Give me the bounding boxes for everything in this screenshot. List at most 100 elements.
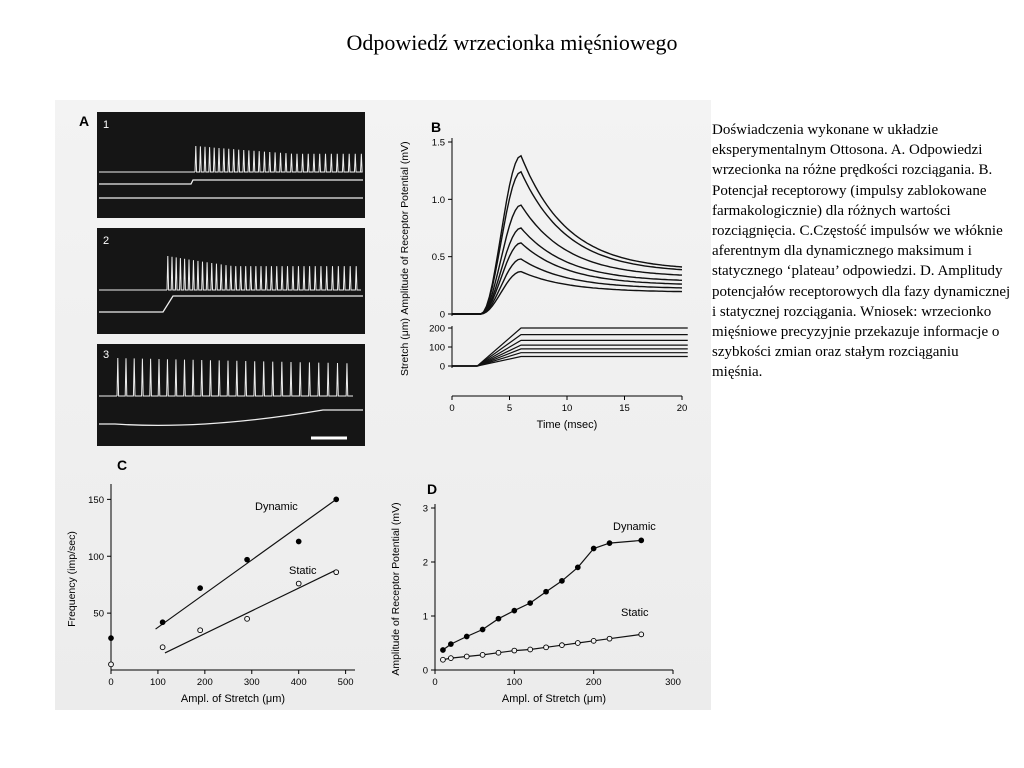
chart-d: 0 100 200 300 0 1 2 3 Ampl. of Stretch (μm) Ampli… bbox=[390, 502, 681, 705]
figure-scan: A 1 2 3 B 0 0.5 1.0 1.5 Amplitude of Recepto… bbox=[55, 100, 711, 710]
chart-b: 0 0.5 1.0 1.5 Amplitude of Receptor Potentia… bbox=[399, 138, 683, 321]
point-dynamic bbox=[511, 607, 518, 614]
trace-a1-spikes bbox=[99, 145, 363, 173]
y-axis-label: Amplitude of Receptor Potential (mV) bbox=[390, 502, 402, 675]
b-series-line bbox=[452, 170, 683, 315]
spike-train bbox=[194, 145, 363, 173]
trace-a3-background bbox=[97, 344, 365, 446]
b-x-tick-label: 10 bbox=[562, 403, 573, 414]
point-dynamic bbox=[448, 641, 454, 647]
spike-train bbox=[166, 255, 361, 291]
x-tick-label: 0 bbox=[108, 677, 113, 688]
x-axis-label: Ampl. of Stretch (μm) bbox=[181, 693, 285, 705]
y-tick-label: 0 bbox=[423, 666, 428, 677]
x-axis-label: Ampl. of Stretch (μm) bbox=[502, 693, 606, 705]
panel-b-label: B bbox=[431, 119, 441, 135]
point-static bbox=[638, 631, 645, 638]
x-tick-label: 300 bbox=[244, 677, 260, 688]
bs-y-tick-label: 100 bbox=[429, 343, 445, 354]
spike-train bbox=[116, 357, 353, 397]
bs-y-tick-label: 0 bbox=[440, 362, 445, 373]
panel-c-label: C bbox=[117, 457, 127, 473]
b-x-tick-label: 0 bbox=[449, 403, 454, 414]
b-y-tick-label: 1.0 bbox=[432, 195, 445, 206]
point-dynamic bbox=[495, 615, 502, 622]
y-tick-label: 100 bbox=[88, 552, 104, 563]
point-dynamic bbox=[574, 564, 581, 571]
trace-a3-spikes bbox=[99, 357, 353, 397]
point-static bbox=[559, 642, 565, 649]
y-tick-label: 50 bbox=[93, 609, 104, 620]
x-tick-label: 200 bbox=[197, 677, 213, 688]
b-x-tick-label: 20 bbox=[677, 403, 688, 414]
point-static bbox=[606, 635, 613, 642]
series-label-dynamic: Dynamic bbox=[613, 521, 656, 533]
point-static bbox=[295, 580, 302, 587]
trace-a2-spikes bbox=[99, 255, 361, 291]
point-static bbox=[590, 637, 597, 644]
point-dynamic bbox=[244, 556, 250, 563]
y-axis-label: Frequency (imp/sec) bbox=[66, 531, 78, 627]
bs-y-tick-label: 200 bbox=[429, 324, 445, 335]
panel-a-label: A bbox=[79, 113, 89, 129]
panel-a: A 1 2 3 bbox=[79, 112, 365, 446]
point-dynamic bbox=[108, 635, 114, 642]
caption-text: Doświadczenia wykonane w układzie eksper… bbox=[712, 122, 1011, 381]
figure-svg: A 1 2 3 B 0 0.5 1.0 1.5 Amplitude of Recepto… bbox=[66, 112, 688, 705]
trace-a2-label: 2 bbox=[103, 235, 109, 247]
point-dynamic bbox=[479, 626, 486, 633]
x-tick-label: 0 bbox=[432, 677, 437, 688]
point-static bbox=[440, 656, 446, 663]
point-static bbox=[159, 644, 166, 651]
point-dynamic bbox=[527, 600, 534, 606]
point-dynamic bbox=[440, 647, 446, 653]
b-y-tick-label: 0 bbox=[440, 310, 445, 321]
point-dynamic bbox=[295, 538, 302, 545]
point-static bbox=[511, 647, 518, 654]
bs-y-axis-label: Stretch (μm) bbox=[399, 318, 411, 376]
point-dynamic bbox=[463, 633, 470, 640]
b-x-axis-label: Time (msec) bbox=[537, 419, 598, 431]
x-tick-label: 200 bbox=[586, 677, 602, 688]
point-dynamic bbox=[543, 588, 549, 595]
fit-line bbox=[155, 498, 337, 630]
x-tick-label: 400 bbox=[291, 677, 307, 688]
trace-a3-label: 3 bbox=[103, 349, 109, 361]
point-static bbox=[333, 569, 340, 576]
fit-curve bbox=[442, 539, 642, 651]
panel-d: D 0 100 200 300 0 1 2 3 Ampl. of Stretch (μm) Amp… bbox=[390, 481, 681, 705]
trace-a1-stretch bbox=[99, 179, 363, 185]
point-static bbox=[495, 649, 502, 656]
y-tick-label: 1 bbox=[423, 612, 428, 623]
b-series-line bbox=[452, 204, 683, 315]
x-tick-label: 500 bbox=[338, 677, 354, 688]
b-y-axis-label: Amplitude of Receptor Potential (mV) bbox=[399, 141, 411, 314]
b-x-tick-label: 15 bbox=[619, 403, 630, 414]
point-static bbox=[479, 652, 486, 658]
panel-b: B 0 0.5 1.0 1.5 Amplitude of Receptor Potent… bbox=[399, 119, 688, 431]
trace-a3-stretch bbox=[99, 409, 363, 427]
point-dynamic bbox=[333, 496, 340, 503]
point-dynamic bbox=[159, 619, 166, 626]
x-tick-label: 300 bbox=[665, 677, 681, 688]
bs-series-line bbox=[452, 355, 688, 367]
series-label-static: Static bbox=[289, 565, 317, 577]
point-dynamic bbox=[197, 585, 204, 591]
point-dynamic bbox=[638, 537, 645, 544]
y-tick-label: 150 bbox=[88, 495, 104, 506]
x-tick-label: 100 bbox=[506, 677, 522, 688]
point-static bbox=[244, 615, 250, 622]
b-series-line bbox=[452, 270, 683, 315]
point-dynamic bbox=[606, 540, 613, 546]
b-y-tick-label: 0.5 bbox=[432, 252, 445, 263]
point-static bbox=[197, 627, 204, 634]
point-static bbox=[108, 661, 114, 668]
point-static bbox=[463, 653, 470, 660]
point-dynamic bbox=[590, 545, 597, 552]
panel-d-label: D bbox=[427, 481, 437, 497]
chart-b-stretch: 0 100 200 Stretch (μm) 0 5 10 15 20 Time (msec) bbox=[399, 318, 688, 431]
chart-c: 0 100 200 300 400 500 50 100 150 Ampl. of Stretch… bbox=[66, 484, 355, 705]
point-static bbox=[448, 655, 454, 661]
b-x-tick-label: 5 bbox=[507, 403, 512, 414]
b-series-line bbox=[452, 242, 683, 315]
